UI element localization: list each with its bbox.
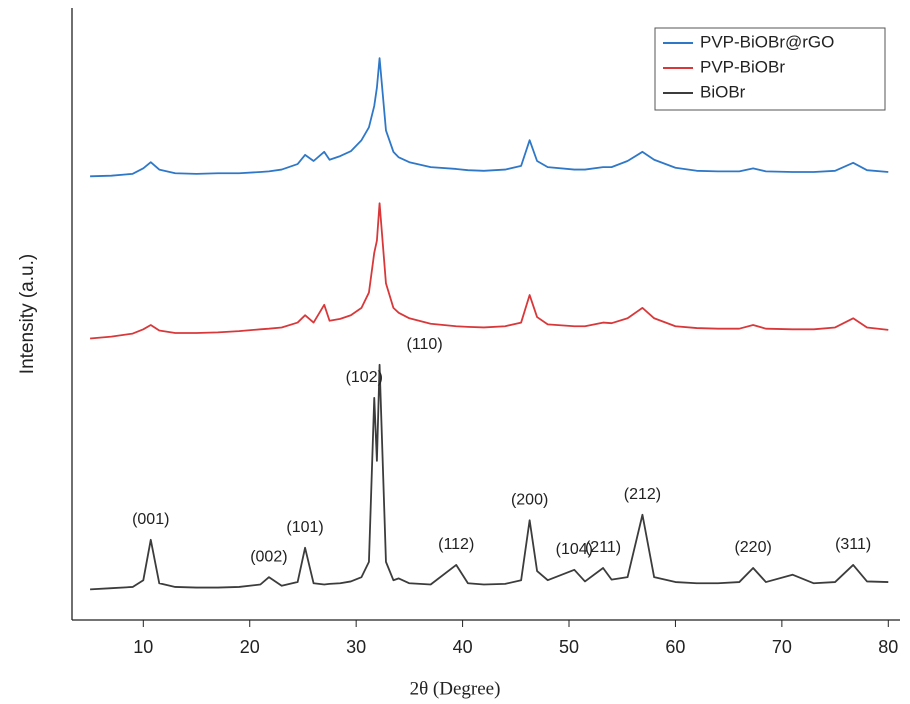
x-tick-label: 10 — [133, 637, 153, 657]
legend-label: PVP-BiOBr — [700, 57, 785, 76]
peak-label: (211) — [585, 539, 621, 556]
series-line — [90, 363, 889, 591]
peak-label: (102) — [346, 369, 383, 386]
peak-label: (311) — [835, 536, 871, 553]
peak-label: (200) — [511, 491, 548, 508]
peak-label: (002) — [250, 548, 287, 565]
x-tick-label: 40 — [453, 637, 473, 657]
x-tick-label: 50 — [559, 637, 579, 657]
x-tick-label: 70 — [772, 637, 792, 657]
y-axis-label: Intensity (a.u.) — [17, 254, 38, 374]
peak-label: (101) — [286, 519, 323, 536]
x-tick-label: 30 — [346, 637, 366, 657]
legend-label: PVP-BiOBr@rGO — [700, 32, 834, 51]
x-tick-label: 80 — [878, 637, 898, 657]
peak-label: (104) — [556, 541, 593, 558]
peak-label: (212) — [624, 486, 661, 503]
x-axis-label: 2θ (Degree) — [410, 678, 501, 699]
peak-label: (001) — [132, 511, 169, 528]
peak-label: (112) — [438, 536, 474, 553]
series-line — [90, 202, 889, 340]
legend-label: BiOBr — [700, 82, 746, 101]
series-line — [90, 57, 889, 178]
peak-label: (220) — [734, 539, 771, 556]
x-tick-label: 20 — [240, 637, 260, 657]
x-tick-label: 60 — [665, 637, 685, 657]
legend-box — [654, 27, 886, 111]
peak-label: (110) — [406, 336, 442, 353]
